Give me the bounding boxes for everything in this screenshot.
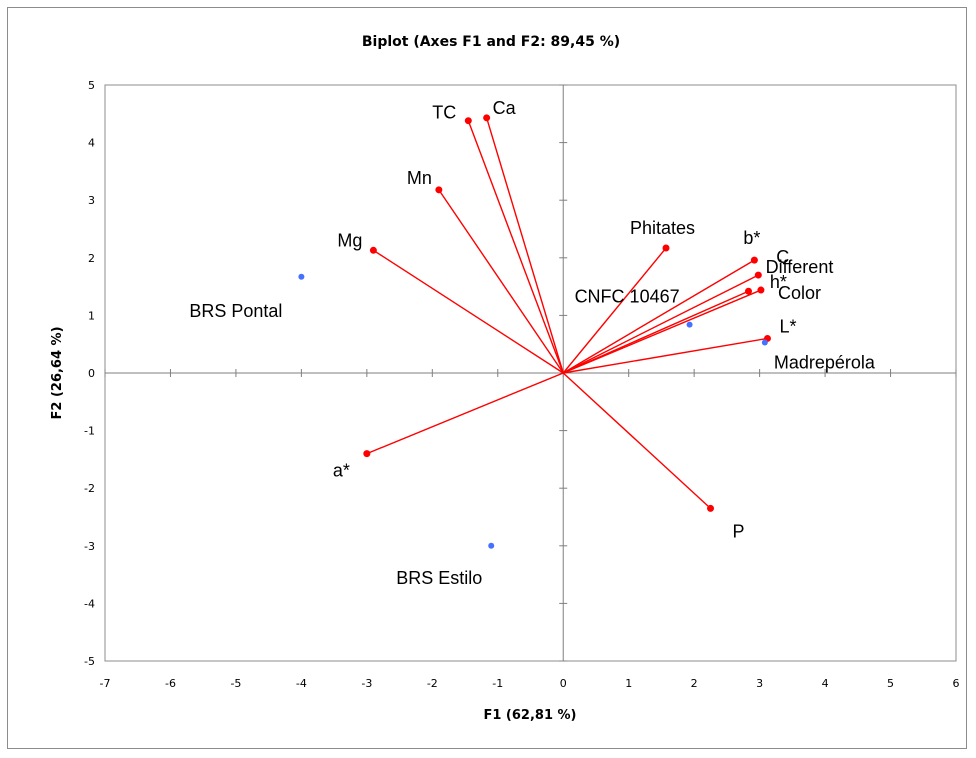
observation-label: CNFC 10467 <box>575 287 680 307</box>
x-tick-label: 5 <box>887 677 894 690</box>
observation-point <box>686 321 693 328</box>
point-labels: TC Ca Mn Mg Phitates b* Ch*Different Color L* a* P… <box>189 98 876 588</box>
observation-points <box>298 273 768 549</box>
variable-label: b* <box>743 228 760 248</box>
y-tick-label: 3 <box>88 194 95 207</box>
variable-vector <box>562 290 749 374</box>
y-tick-label: 5 <box>88 79 95 92</box>
variable-label: a* <box>333 461 350 481</box>
variable-label: Mn <box>407 168 432 188</box>
x-tick-label: -5 <box>230 677 241 690</box>
variable-label: h* <box>770 272 787 292</box>
x-tick-label: -7 <box>100 677 111 690</box>
variable-vectors <box>363 114 771 512</box>
variable-point <box>435 186 443 194</box>
y-tick-label: 1 <box>88 309 95 322</box>
y-tick-label: -4 <box>84 597 95 610</box>
chart-title: Biplot (Axes F1 and F2: 89,45 %) <box>362 34 620 50</box>
variable-vector <box>562 259 755 374</box>
y-tick-label: 4 <box>88 137 95 150</box>
variable-label: L* <box>779 316 796 336</box>
x-tick-label: 2 <box>691 677 698 690</box>
observation-point <box>488 542 495 549</box>
x-axis-title: F1 (62,81 %) <box>483 708 576 723</box>
y-tick-label: 2 <box>88 252 95 265</box>
x-tick-label: -3 <box>361 677 372 690</box>
variable-point <box>707 504 715 512</box>
variable-label: C <box>776 247 789 267</box>
variable-label: TC <box>432 103 456 123</box>
variable-vector <box>438 189 564 374</box>
variable-label: Phitates <box>630 218 695 238</box>
variable-label: Mg <box>337 230 362 250</box>
y-tick-label: -3 <box>84 540 95 553</box>
observation-label: BRS Estilo <box>396 568 482 588</box>
variable-point <box>464 117 472 125</box>
x-tick-label: 6 <box>953 677 960 690</box>
variable-vector <box>467 120 564 374</box>
variable-label: Different <box>766 257 834 277</box>
variable-vector <box>562 372 711 509</box>
x-tick-label: -4 <box>296 677 307 690</box>
variable-point <box>757 286 765 294</box>
variable-point <box>754 271 762 279</box>
observation-point <box>298 273 305 280</box>
variable-label: Ca <box>493 98 517 118</box>
variable-vector <box>485 117 564 374</box>
x-tick-label: 0 <box>560 677 567 690</box>
observation-label: Madrepérola <box>774 352 876 372</box>
variable-label: P <box>733 521 745 541</box>
axes: -7 -6 -5 -4 -3 -2 -1 0 1 2 3 4 5 6 5 4 3 2 1 0 -1 -2 -3 -4 -5 <box>84 79 959 690</box>
x-tick-label: -2 <box>427 677 438 690</box>
variable-point <box>662 244 670 252</box>
y-axis-title: F2 (26,64 %) <box>50 326 65 419</box>
y-tick-label: -2 <box>84 482 95 495</box>
variable-vector <box>562 274 759 374</box>
x-tick-label: 4 <box>822 677 829 690</box>
variable-point <box>744 287 752 295</box>
variable-label: Color <box>778 283 821 303</box>
variable-vector <box>562 247 667 374</box>
variable-point <box>483 114 491 122</box>
chart-frame <box>7 7 967 749</box>
variable-vector <box>366 372 564 455</box>
x-tick-label: 3 <box>756 677 763 690</box>
variable-point <box>750 256 758 264</box>
y-tick-label: 0 <box>88 367 95 380</box>
x-tick-label: -6 <box>165 677 176 690</box>
variable-point <box>369 246 377 254</box>
observation-point <box>761 339 768 346</box>
x-tick-label: 1 <box>625 677 632 690</box>
y-tick-label: -1 <box>84 425 95 438</box>
variable-vector <box>563 337 768 374</box>
x-tick-label: -1 <box>492 677 503 690</box>
y-tick-label: -5 <box>84 655 95 668</box>
observation-label: BRS Pontal <box>189 301 282 321</box>
variable-vector <box>373 249 564 374</box>
variable-point <box>363 450 371 458</box>
